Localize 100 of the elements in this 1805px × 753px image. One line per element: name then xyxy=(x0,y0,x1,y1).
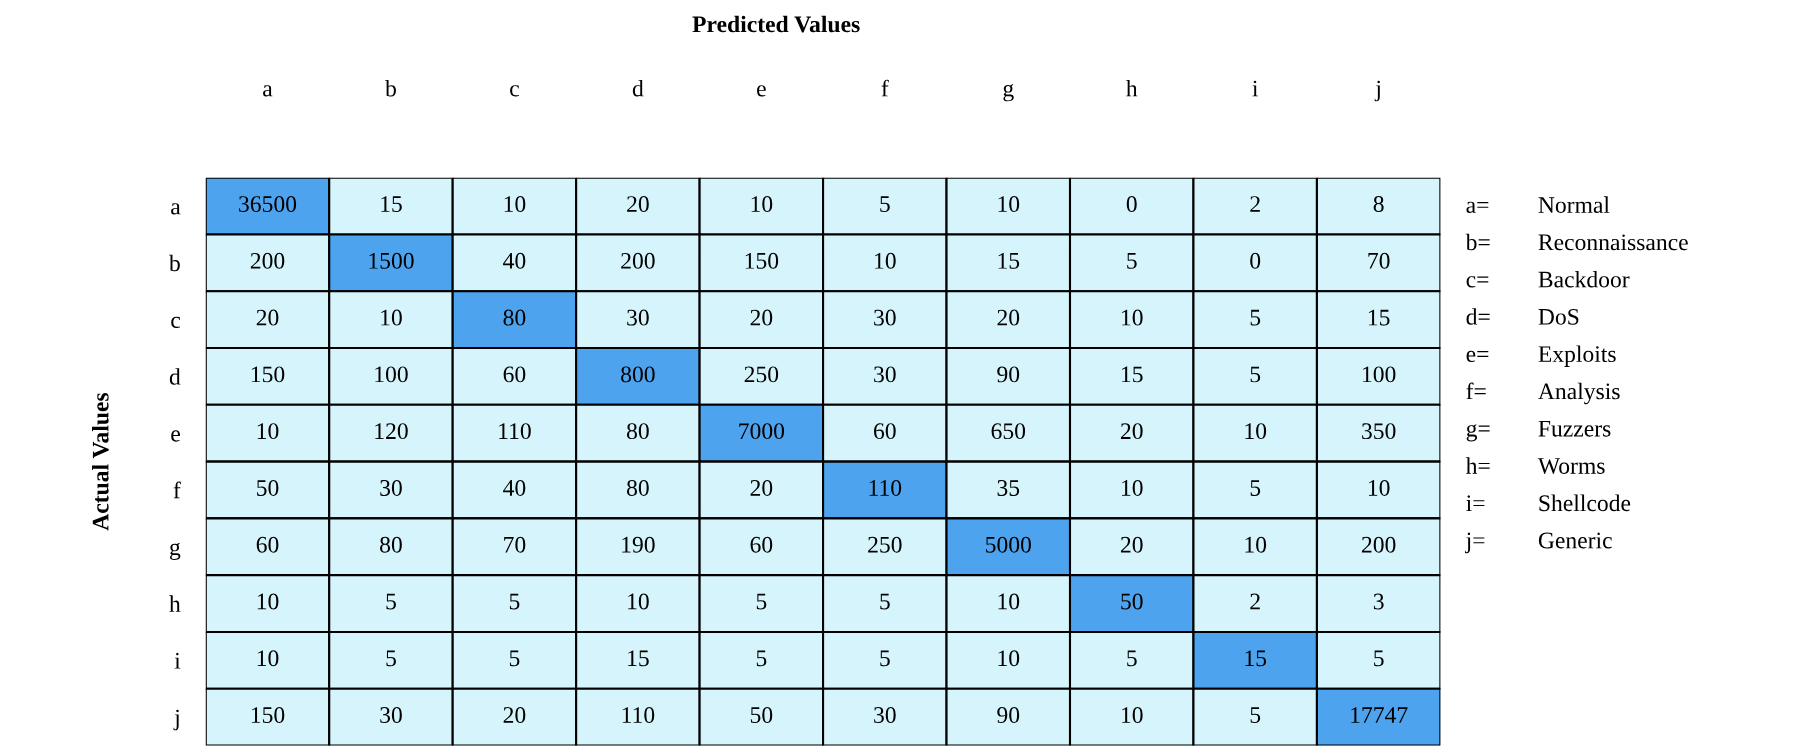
data-label: 5 xyxy=(880,196,890,213)
text: b= xyxy=(1465,233,1490,251)
data-label: 20 xyxy=(750,479,773,496)
data-label: 60 xyxy=(503,366,526,383)
data-label: 5 xyxy=(880,593,890,610)
data-label: 20 xyxy=(1120,423,1143,440)
data-label: 250 xyxy=(744,366,779,383)
text: g= xyxy=(1466,424,1490,442)
data-label: 35 xyxy=(997,480,1020,496)
data-label: 70 xyxy=(504,536,526,553)
x-tick-label: i xyxy=(1252,80,1259,97)
data-label: 5 xyxy=(386,593,396,610)
text: Backdoor xyxy=(1538,270,1630,288)
data-label: 3 xyxy=(1373,593,1384,610)
data-label: 5 xyxy=(386,650,396,667)
data-label: 70 xyxy=(1368,252,1390,269)
data-label: 190 xyxy=(622,536,655,553)
y-tick-label: c xyxy=(171,316,181,329)
text: d= xyxy=(1466,308,1490,325)
data-label: 250 xyxy=(868,536,902,553)
data-label: 5 xyxy=(1250,366,1261,383)
y-tick-label: j xyxy=(173,709,179,731)
data-label: 15 xyxy=(628,650,649,667)
data-label: 5 xyxy=(1374,650,1384,667)
text: Analysis xyxy=(1538,382,1620,405)
data-label: 30 xyxy=(874,707,896,723)
data-label: 5 xyxy=(1127,253,1137,269)
data-label: 20 xyxy=(1120,536,1143,553)
text: f= xyxy=(1466,382,1486,400)
x-tick-label: h xyxy=(1126,79,1138,97)
text: Generic xyxy=(1538,532,1612,549)
text: Shellcode xyxy=(1539,494,1631,512)
text: i= xyxy=(1466,495,1485,511)
data-label: 10 xyxy=(998,593,1020,610)
data-label: 200 xyxy=(621,252,655,269)
text: Worms xyxy=(1537,458,1605,475)
data-label: 40 xyxy=(503,479,526,496)
data-label: 110 xyxy=(622,707,655,723)
data-label: 10 xyxy=(751,196,773,213)
data-label: 2 xyxy=(1250,196,1260,212)
data-label: 36500 xyxy=(239,196,297,213)
data-label: 150 xyxy=(251,366,285,383)
text: Reconnaissance xyxy=(1538,234,1688,251)
data-label: 200 xyxy=(1361,536,1396,553)
x-tick-label: d xyxy=(632,79,644,97)
data-label: 10 xyxy=(257,593,279,610)
data-label: 10 xyxy=(1122,707,1143,723)
y-tick-label: i xyxy=(174,652,181,669)
y-tick-label: d xyxy=(169,368,181,385)
text: e= xyxy=(1466,350,1489,363)
data-label: 60 xyxy=(256,536,279,553)
data-label: 17747 xyxy=(1351,707,1408,723)
data-label: 30 xyxy=(627,309,649,326)
data-label: 90 xyxy=(997,366,1020,383)
y-tick-label: f xyxy=(173,481,181,499)
text: c= xyxy=(1466,276,1489,288)
x-tick-label: f xyxy=(881,79,889,97)
data-label: 10 xyxy=(381,309,402,326)
data-label: 10 xyxy=(504,196,526,213)
data-label: 10 xyxy=(257,650,279,667)
data-label: 50 xyxy=(1121,593,1143,610)
data-label: 60 xyxy=(750,536,773,553)
data-label: 20 xyxy=(503,707,526,723)
data-label: 5 xyxy=(880,650,890,667)
y-tick-label: g xyxy=(169,542,181,561)
data-label: 200 xyxy=(250,252,285,269)
data-label: 80 xyxy=(626,423,649,440)
data-label: 5 xyxy=(509,593,520,610)
text: Normal xyxy=(1538,196,1610,213)
data-label: 10 xyxy=(1368,479,1390,496)
data-label: 120 xyxy=(375,423,408,440)
data-label: 10 xyxy=(628,593,649,610)
data-label: 0 xyxy=(1250,252,1261,269)
data-label: 10 xyxy=(257,423,279,440)
data-label: 800 xyxy=(621,366,655,383)
data-label: 5 xyxy=(1250,480,1261,496)
x-tick-label: b xyxy=(385,79,396,97)
y-tick-label: e xyxy=(171,430,180,442)
data-label: 10 xyxy=(998,196,1020,213)
data-label: 5 xyxy=(509,650,520,667)
data-label: 60 xyxy=(874,423,896,440)
data-label: 0 xyxy=(1126,196,1137,213)
data-label: 20 xyxy=(256,309,279,326)
y-tick-label: b xyxy=(168,254,180,272)
data-label: 20 xyxy=(997,309,1020,326)
text: DoS xyxy=(1538,308,1579,325)
data-label: 90 xyxy=(997,707,1020,723)
data-label: 10 xyxy=(875,252,896,269)
data-label: 5 xyxy=(1127,650,1137,667)
data-label: 20 xyxy=(750,309,773,326)
text: Fuzzers xyxy=(1538,420,1611,437)
data-label: 15 xyxy=(381,196,402,213)
data-label: 15 xyxy=(1122,366,1143,383)
x-tick-label: e xyxy=(757,85,766,97)
data-label: 100 xyxy=(1363,366,1396,383)
x-tick-label: j xyxy=(1374,80,1380,102)
x-tick-label: a xyxy=(263,85,273,97)
data-label: 30 xyxy=(874,309,896,326)
data-label: 15 xyxy=(1368,309,1390,326)
y-axis-title: Actual Values xyxy=(92,392,109,531)
